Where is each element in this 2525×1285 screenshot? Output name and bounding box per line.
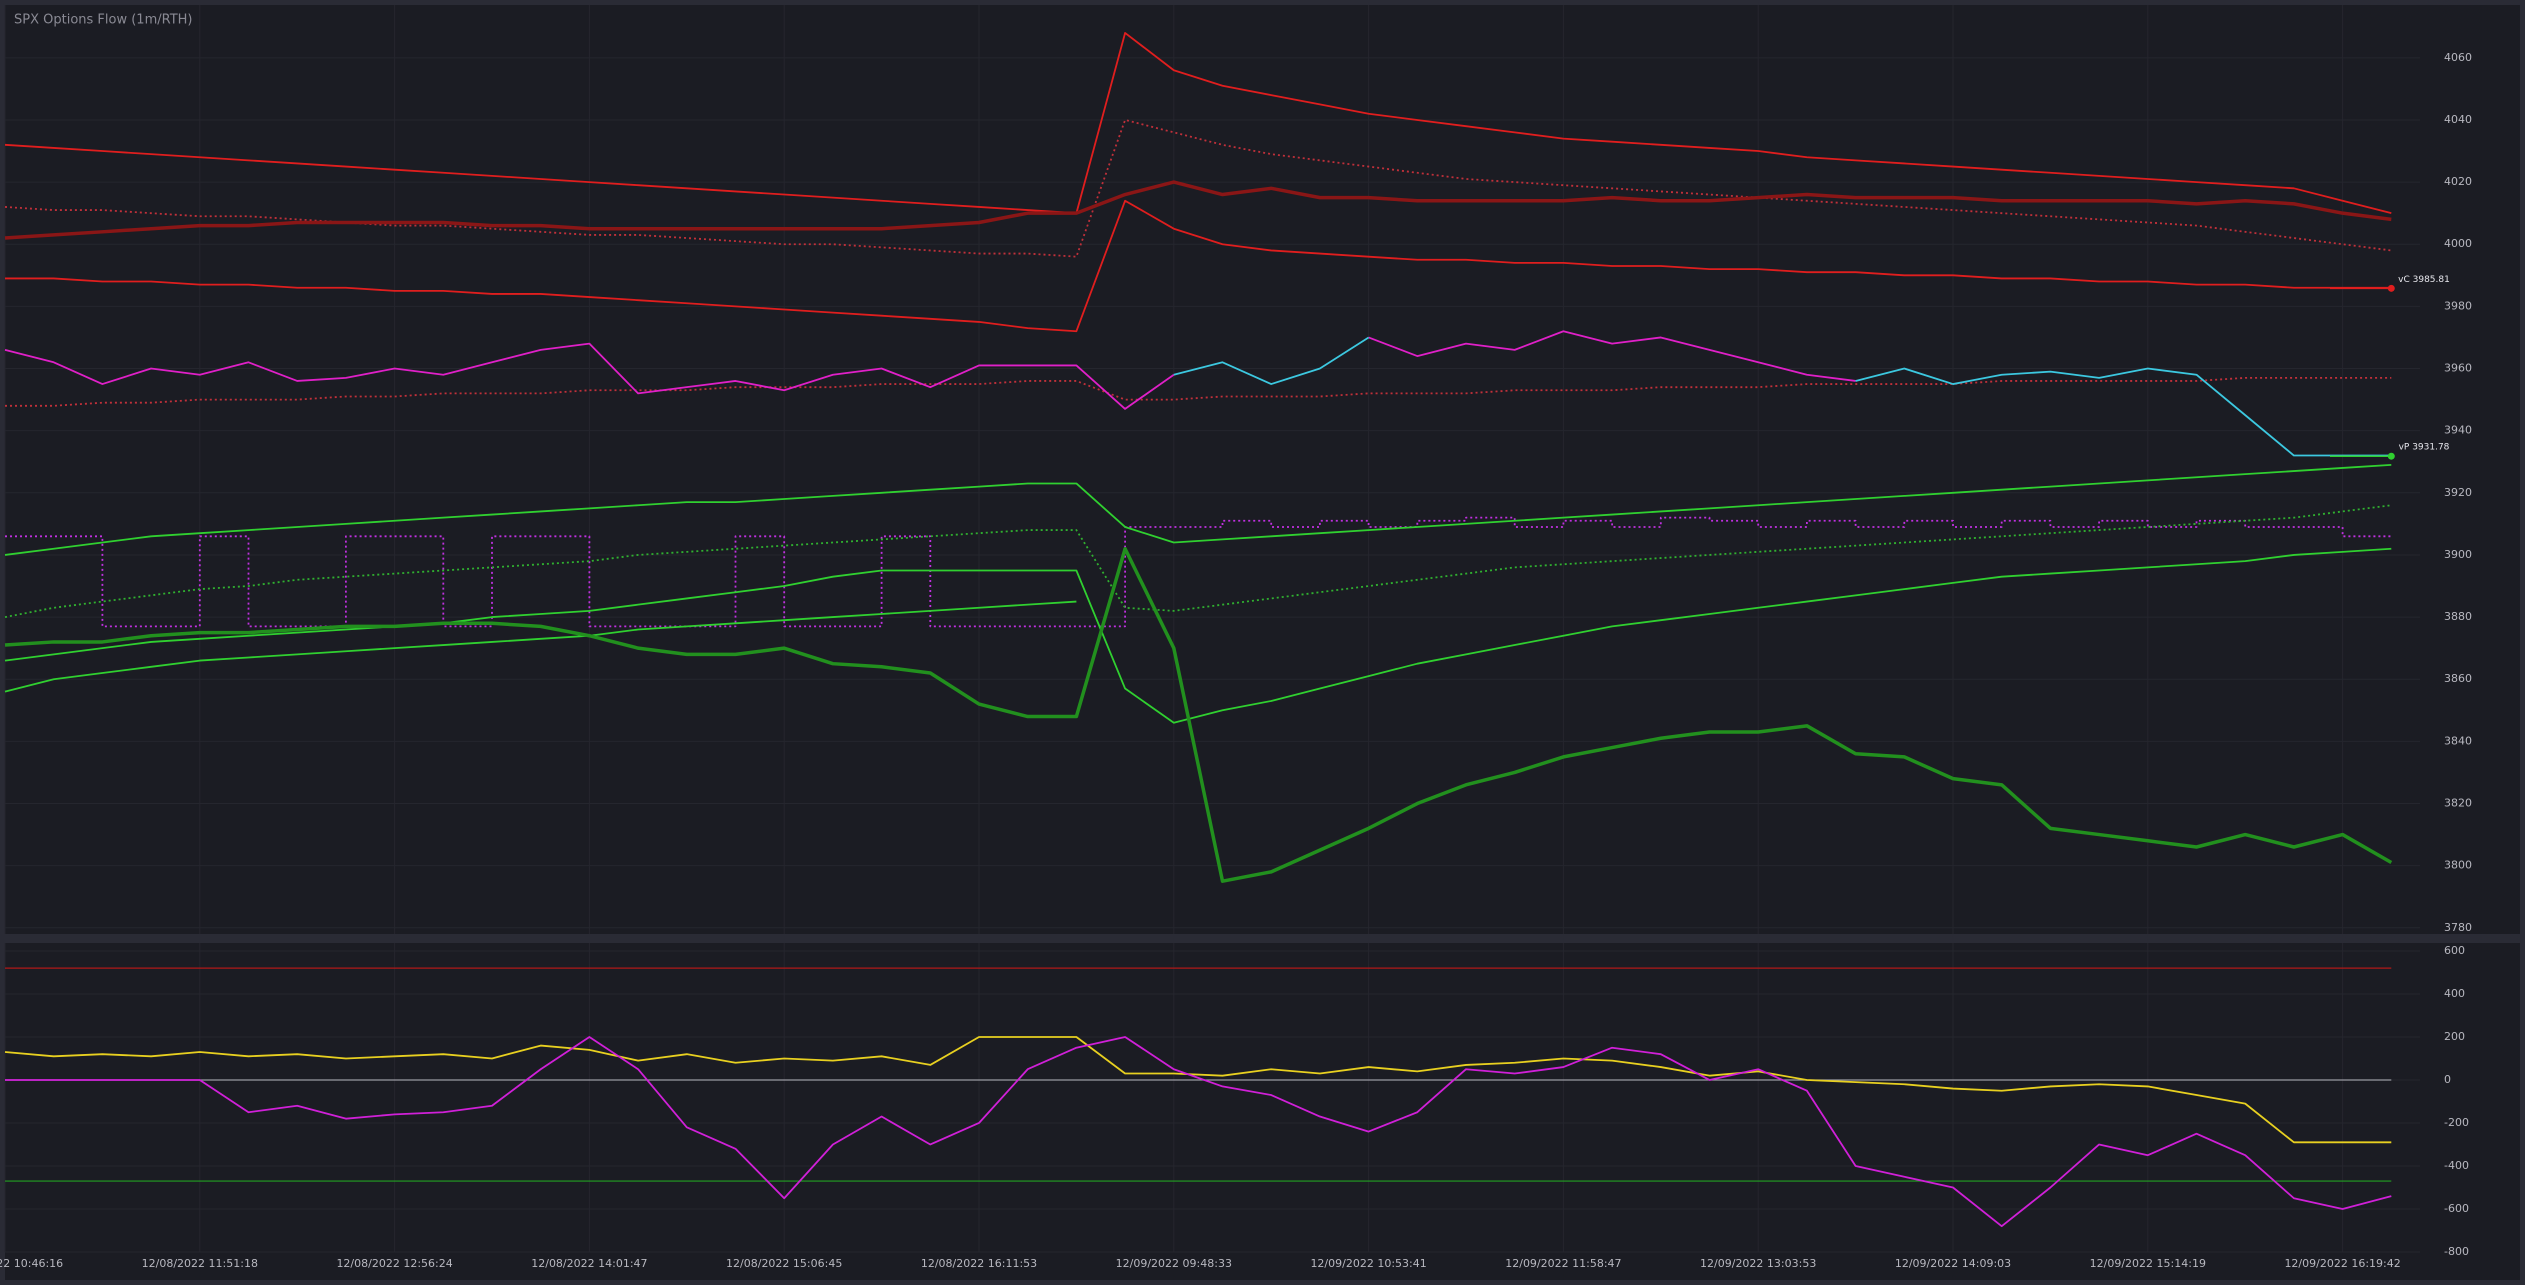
y-tick-label: 3860 bbox=[2444, 672, 2472, 685]
y-tick-label: -200 bbox=[2444, 1116, 2469, 1129]
series-line bbox=[4, 504, 2392, 618]
series-line bbox=[4, 330, 1856, 410]
y-tick-label: 600 bbox=[2444, 944, 2465, 957]
x-tick-label: 12/08/2022 10:46:16 bbox=[0, 1257, 63, 1270]
series-line bbox=[4, 1036, 2392, 1144]
y-tick-label: 4020 bbox=[2444, 175, 2472, 188]
series-line bbox=[4, 463, 2392, 556]
annotation-label: vC 3985.81 bbox=[2398, 275, 2450, 285]
series-line bbox=[4, 32, 2392, 215]
x-tick-label: 12/09/2022 09:48:33 bbox=[1116, 1257, 1232, 1270]
x-tick-label: 12/08/2022 15:06:45 bbox=[726, 1257, 842, 1270]
x-tick-label: 12/09/2022 16:19:42 bbox=[2284, 1257, 2400, 1270]
y-tick-label: 3800 bbox=[2444, 859, 2472, 872]
series-line bbox=[5, 199, 2392, 333]
y-tick-label: 4060 bbox=[2444, 51, 2472, 64]
y-tick-label: -800 bbox=[2444, 1245, 2469, 1258]
y-tick-label: 3820 bbox=[2444, 797, 2472, 810]
x-tick-label: 12/09/2022 13:03:53 bbox=[1700, 1257, 1816, 1270]
y-tick-label: -600 bbox=[2444, 1202, 2469, 1215]
y-tick-label: 200 bbox=[2444, 1030, 2465, 1043]
series-line bbox=[1173, 336, 2392, 457]
x-tick-label: 12/08/2022 11:51:18 bbox=[142, 1257, 258, 1270]
y-tick-label: 3840 bbox=[2444, 734, 2472, 747]
chart-title: SPX Options Flow (1m/RTH) bbox=[14, 13, 193, 28]
annotation-dot bbox=[2387, 452, 2395, 460]
series-line bbox=[4, 546, 2393, 883]
x-tick-label: 12/08/2022 16:11:53 bbox=[921, 1257, 1037, 1270]
y-tick-label: 3940 bbox=[2444, 424, 2472, 437]
series-line bbox=[4, 600, 1077, 693]
y-tick-label: 3960 bbox=[2444, 362, 2472, 375]
x-tick-label: 12/08/2022 14:01:47 bbox=[531, 1257, 647, 1270]
series-line bbox=[5, 1036, 2392, 1228]
price-panel bbox=[5, 5, 2520, 934]
x-tick-label: 12/09/2022 11:58:47 bbox=[1505, 1257, 1621, 1270]
x-tick-label: 12/09/2022 10:53:41 bbox=[1310, 1257, 1426, 1270]
y-tick-label: 400 bbox=[2444, 987, 2465, 1000]
y-tick-label: 3980 bbox=[2444, 299, 2472, 312]
y-tick-label: 4000 bbox=[2444, 237, 2472, 250]
x-tick-label: 12/09/2022 14:09:03 bbox=[1895, 1257, 2011, 1270]
y-tick-label: 3920 bbox=[2444, 486, 2472, 499]
y-tick-label: 0 bbox=[2444, 1073, 2451, 1086]
x-tick-label: 12/09/2022 15:14:19 bbox=[2090, 1257, 2206, 1270]
flow-panel bbox=[5, 943, 2520, 1280]
series-line bbox=[4, 180, 2392, 240]
y-tick-label: 3880 bbox=[2444, 610, 2472, 623]
annotation-label: vP 3931.78 bbox=[2399, 443, 2450, 453]
y-tick-label: 4040 bbox=[2444, 113, 2472, 126]
y-tick-label: -400 bbox=[2444, 1159, 2469, 1172]
y-tick-label: 3780 bbox=[2444, 921, 2472, 934]
x-tick-label: 12/08/2022 12:56:24 bbox=[336, 1257, 452, 1270]
annotation-dot bbox=[2387, 284, 2395, 292]
y-tick-label: 3900 bbox=[2444, 548, 2472, 561]
